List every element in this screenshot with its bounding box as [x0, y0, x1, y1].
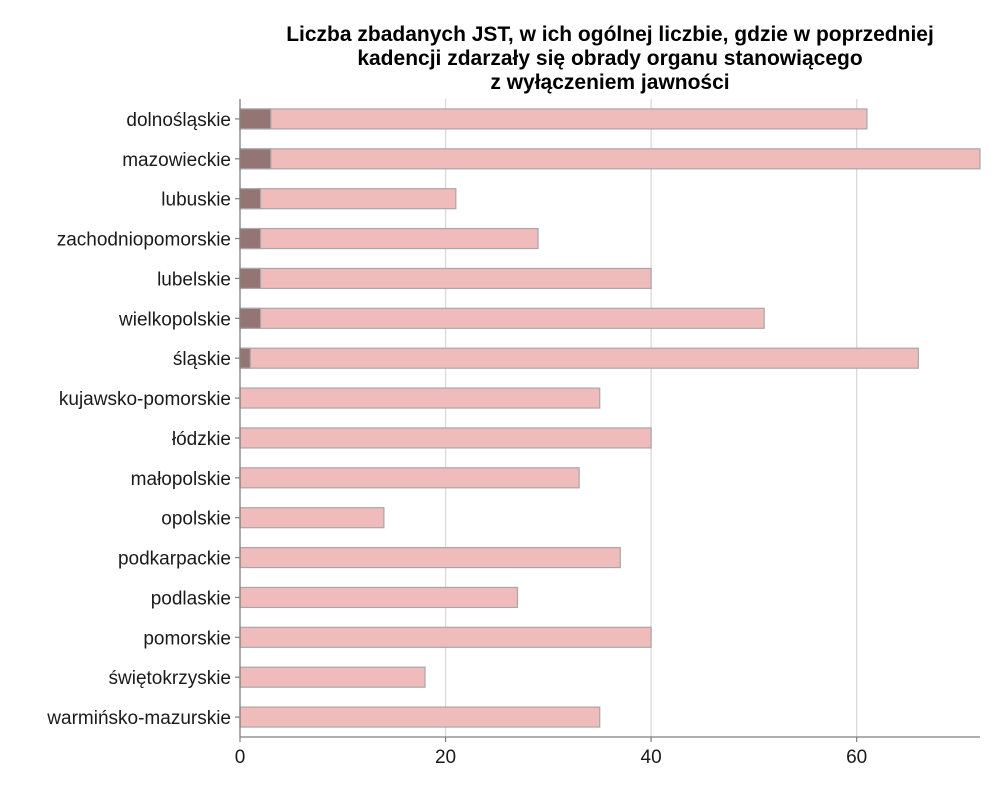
- bar-total: [239, 227, 539, 250]
- category-label: łódzkie: [172, 429, 231, 450]
- bar-highlight: [239, 108, 272, 130]
- category-label: świętokrzyskie: [109, 668, 231, 689]
- bar-total: [239, 267, 652, 290]
- bar-highlight: [239, 347, 251, 369]
- x-tick-labels: 0 20 40 60: [235, 747, 868, 768]
- x-tick-label: 20: [435, 747, 456, 768]
- bar-total: [239, 467, 580, 489]
- bar-total: [239, 626, 652, 648]
- axes: [235, 99, 980, 742]
- category-label: lubuskie: [161, 190, 231, 211]
- bar-total: [239, 387, 601, 409]
- category-label: dolnośląskie: [126, 110, 231, 131]
- bar-total: [239, 666, 426, 688]
- bar-total: [239, 546, 621, 569]
- category-label: śląskie: [173, 349, 231, 370]
- category-label: podlaskie: [151, 588, 231, 609]
- bar-total: [239, 108, 868, 130]
- bar-total: [239, 706, 601, 728]
- bar-highlight: [239, 227, 262, 250]
- bar-total: [239, 188, 457, 210]
- x-tick-label: 40: [641, 747, 662, 768]
- category-label: małopolskie: [131, 469, 231, 490]
- bar-total: [239, 586, 519, 609]
- category-label: mazowieckie: [122, 150, 231, 171]
- chart-title-line-1: Liczba zbadanych JST, w ich ogólnej licz…: [286, 23, 934, 46]
- category-label: warmińsko-mazurskie: [46, 708, 231, 729]
- category-label: zachodniopomorskie: [57, 230, 231, 251]
- bar-highlight: [239, 148, 272, 170]
- category-label: pomorskie: [143, 628, 231, 649]
- category-label: opolskie: [161, 509, 231, 530]
- chart-title-line-2: kadencji zdarzały się obrady organu stan…: [357, 47, 862, 70]
- bar-highlight: [239, 307, 262, 329]
- category-label: kujawsko-pomorskie: [59, 389, 231, 410]
- category-label: wielkopolskie: [118, 309, 231, 330]
- bars: [239, 108, 981, 728]
- bar-total: [239, 307, 765, 329]
- bar-total: [239, 427, 652, 449]
- x-tick-label: 60: [846, 747, 867, 768]
- category-label: podkarpackie: [118, 549, 231, 570]
- category-labels: dolnośląskie mazowieckie lubuskie zachodnio…: [46, 110, 231, 729]
- chart-title-line-3: z wyłączeniem jawności: [490, 71, 729, 94]
- bar-total: [239, 507, 385, 529]
- bar-total: [239, 148, 981, 170]
- x-tick-label: 0: [235, 747, 246, 768]
- category-label: lubelskie: [157, 269, 231, 290]
- bar-total: [239, 347, 919, 369]
- bar-highlight: [239, 267, 262, 290]
- bar-highlight: [239, 188, 262, 210]
